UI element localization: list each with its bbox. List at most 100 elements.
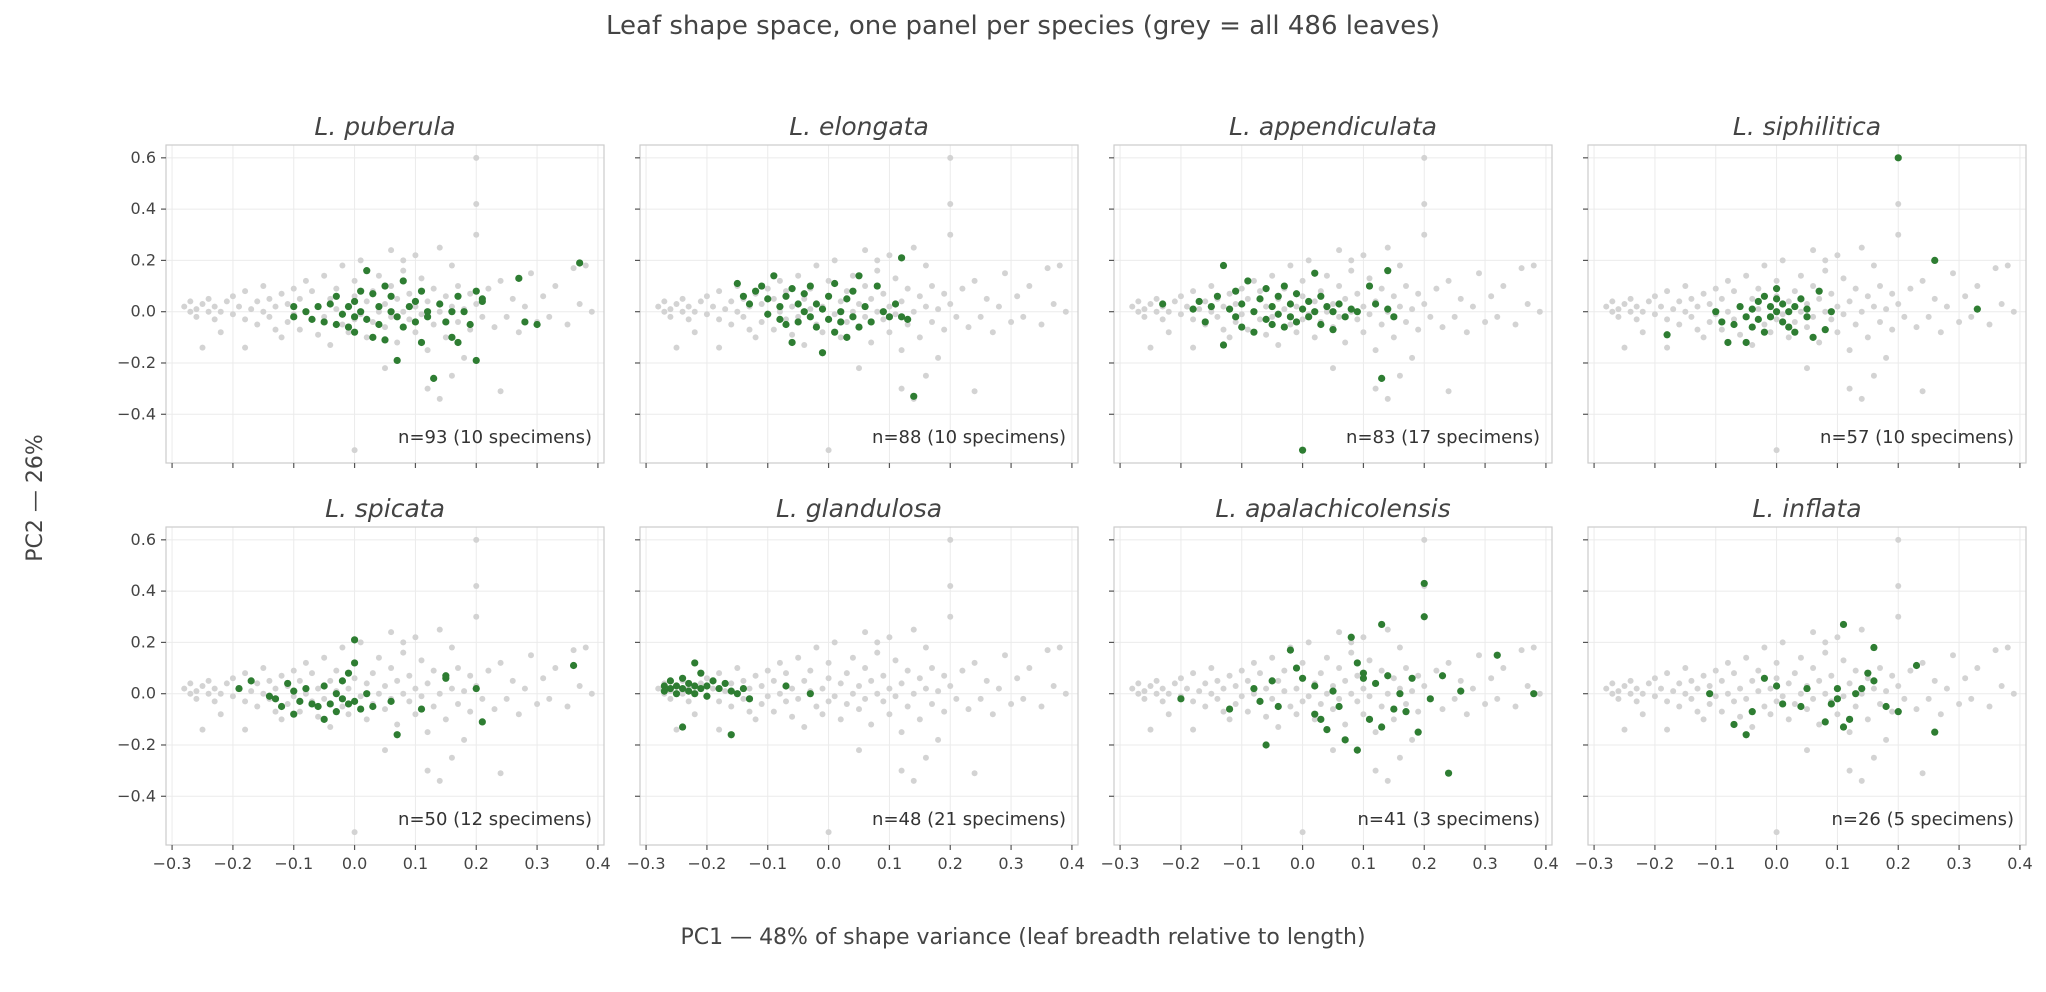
background-point (424, 385, 431, 392)
background-point (1694, 685, 1701, 692)
background-point (1712, 667, 1719, 674)
background-point (1749, 677, 1756, 684)
background-point (375, 308, 382, 315)
background-point (1445, 659, 1452, 666)
background-point (1208, 690, 1215, 697)
background-point (1190, 698, 1197, 705)
background-point (1664, 316, 1671, 323)
background-point (254, 680, 261, 687)
background-point (947, 200, 954, 207)
background-point (382, 706, 388, 713)
species-point (812, 300, 821, 308)
background-point (1889, 290, 1896, 297)
background-point (412, 252, 419, 259)
background-point (1834, 711, 1841, 718)
x-tick-label: 0.0 (1290, 854, 1315, 873)
background-point (1269, 654, 1276, 661)
background-point (1895, 200, 1902, 207)
x-tick-label: 0.1 (1825, 854, 1850, 873)
species-point (320, 318, 328, 326)
y-tick-label: −0.4 (117, 786, 156, 805)
background-point (1482, 318, 1489, 325)
background-point (1651, 293, 1658, 300)
background-point (728, 321, 735, 328)
species-point (672, 682, 681, 690)
background-point (1834, 634, 1841, 641)
background-point (1348, 267, 1355, 274)
background-point (1609, 680, 1616, 687)
species-point (1384, 267, 1392, 275)
background-point (1956, 318, 1963, 325)
species-point (910, 392, 918, 400)
background-point (1901, 695, 1908, 702)
background-point (795, 272, 802, 279)
background-point (1415, 326, 1422, 333)
species-point (387, 308, 395, 316)
species-point (442, 318, 450, 326)
species-point (1785, 308, 1793, 316)
background-point (1919, 388, 1926, 395)
background-point (1688, 313, 1695, 320)
background-point (1177, 675, 1184, 682)
background-point (485, 667, 492, 674)
species-point (1845, 715, 1854, 723)
background-point (971, 770, 978, 777)
background-point (1396, 754, 1403, 761)
background-point (448, 685, 455, 692)
background-point (1858, 690, 1865, 697)
background-point (1651, 311, 1658, 318)
background-point (1791, 318, 1798, 325)
background-point (1700, 290, 1707, 297)
background-point (1330, 747, 1336, 754)
background-point (1609, 308, 1616, 315)
panel-annotation: n=48 (21 specimens) (872, 809, 1066, 830)
background-point (1791, 700, 1798, 707)
species-point (782, 292, 790, 300)
species-point (1882, 702, 1890, 711)
background-point (1688, 695, 1695, 702)
background-point (989, 711, 996, 718)
background-point (1244, 295, 1251, 302)
species-point (357, 287, 365, 295)
background-point (910, 244, 917, 251)
background-point (418, 275, 425, 282)
background-point (758, 683, 765, 689)
species-point (758, 282, 766, 290)
background-point (898, 680, 905, 687)
panel-title: L. appendiculata (1229, 112, 1437, 141)
background-point (436, 626, 443, 633)
species-point (1250, 308, 1258, 316)
background-point (801, 677, 808, 684)
background-point (272, 685, 279, 692)
background-point (1323, 690, 1330, 697)
species-point (1378, 374, 1386, 382)
background-point (1895, 301, 1902, 307)
species-point (1912, 661, 1921, 670)
background-point (801, 342, 808, 349)
species-point (521, 318, 529, 326)
panel-title: L. siphilitica (1733, 112, 1881, 141)
background-point (302, 690, 309, 697)
background-point (1384, 244, 1391, 251)
background-point (1883, 736, 1890, 743)
panel-annotation: n=50 (12 specimens) (398, 809, 592, 830)
background-point (734, 308, 741, 315)
background-point (685, 698, 692, 705)
species-point (338, 695, 347, 703)
background-point (1682, 308, 1689, 315)
background-point (1998, 301, 2005, 307)
species-point (1359, 674, 1368, 682)
background-point (266, 313, 273, 320)
background-point (2010, 308, 2017, 315)
species-point (1298, 305, 1307, 313)
background-point (1348, 690, 1355, 697)
background-point (856, 747, 862, 754)
species-point (697, 684, 705, 693)
species-point (1772, 295, 1781, 303)
background-point (1633, 303, 1640, 310)
background-point (266, 677, 273, 684)
background-point (369, 670, 376, 677)
background-point (1834, 252, 1841, 259)
background-point (473, 301, 480, 307)
